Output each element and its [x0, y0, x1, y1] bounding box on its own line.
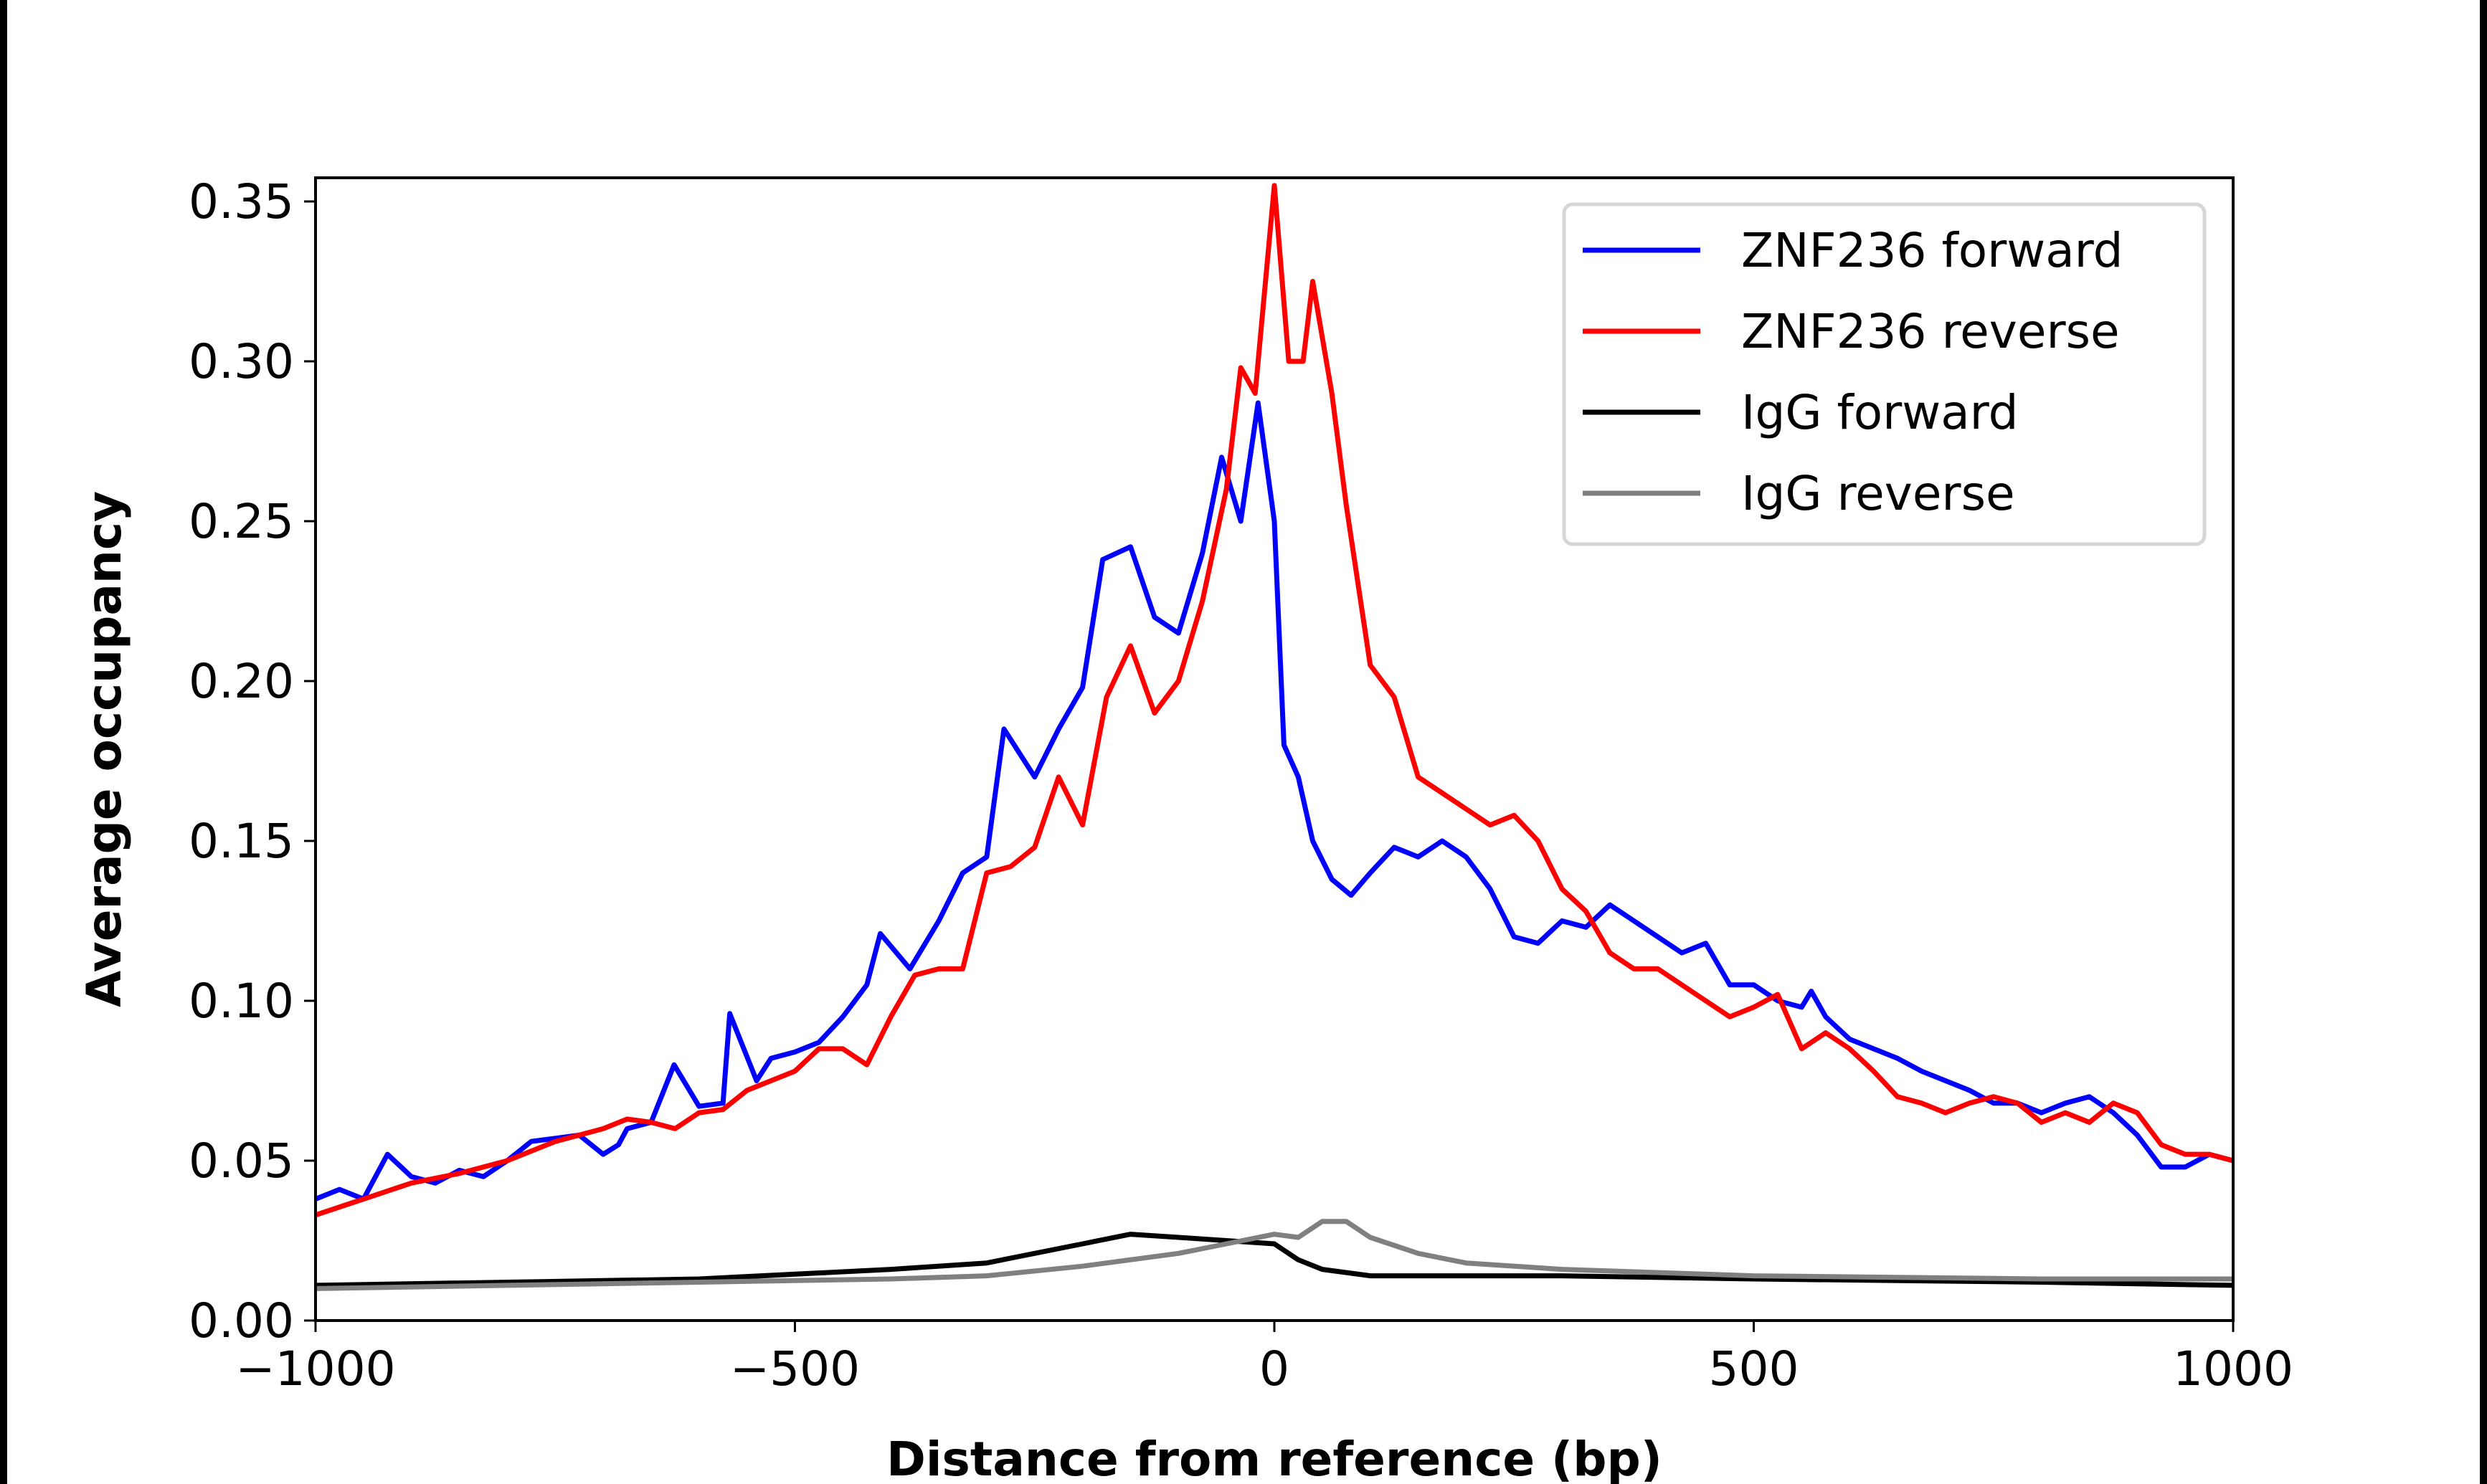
right-frame-edge [2480, 0, 2487, 1484]
x-tick-label: 1000 [2173, 1341, 2293, 1397]
legend-label: ZNF236 reverse [1741, 304, 2120, 359]
y-tick-label: 0.20 [189, 654, 294, 709]
x-tick-label: −1000 [235, 1341, 395, 1397]
legend-item: ZNF236 reverse [1583, 304, 2120, 359]
legend-item: ZNF236 forward [1583, 223, 2123, 278]
y-tick-label: 0.00 [189, 1293, 294, 1349]
legend-label: IgG reverse [1741, 466, 2015, 521]
series-line-igg-reverse [315, 1219, 2233, 1291]
y-tick-label: 0.15 [189, 814, 294, 869]
legend-label: IgG forward [1741, 385, 2019, 440]
x-tick-label: 500 [1709, 1341, 1799, 1397]
left-frame-edge [0, 0, 7, 1484]
x-tick-label: 0 [1259, 1341, 1289, 1397]
y-tick-label: 0.10 [189, 974, 294, 1029]
y-tick-label: 0.35 [189, 174, 294, 229]
y-tick-label: 0.25 [189, 494, 294, 549]
legend-box [1562, 202, 2207, 546]
y-tick-label: 0.30 [189, 334, 294, 389]
y-axis: 0.00 0.05 0.10 0.15 0.20 0.25 0.30 0.35 [189, 174, 316, 1349]
legend-item: IgG forward [1583, 385, 2019, 440]
series-lines [314, 183, 2234, 1291]
x-axis-label: Distance from reference (bp) [886, 1432, 1662, 1484]
x-tick-label: −500 [730, 1341, 860, 1397]
legend: ZNF236 forward ZNF236 reverse IgG forward I… [1562, 202, 2207, 546]
y-axis-label: Average occupancy [77, 491, 132, 1007]
series-line-znf236-forward [314, 400, 2234, 1202]
x-axis: −1000 −500 0 500 1000 [235, 1321, 2293, 1397]
y-tick-label: 0.05 [189, 1133, 294, 1189]
legend-item: IgG reverse [1583, 466, 2015, 521]
series-line-igg-forward [315, 1232, 2234, 1288]
series-line-znf236-reverse [314, 183, 2234, 1218]
legend-label: ZNF236 forward [1741, 223, 2123, 278]
